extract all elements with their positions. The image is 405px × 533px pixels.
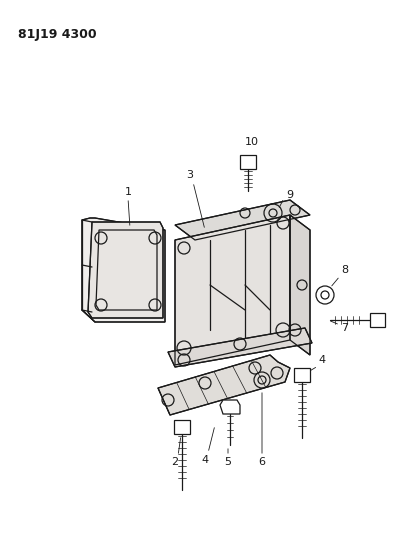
Polygon shape [175, 215, 289, 365]
Polygon shape [239, 155, 256, 169]
Text: 9: 9 [286, 190, 293, 200]
Text: 5: 5 [224, 457, 231, 467]
Text: 2: 2 [171, 457, 178, 467]
Text: 7: 7 [341, 323, 348, 333]
Polygon shape [168, 328, 311, 367]
Text: 6: 6 [258, 457, 265, 467]
Polygon shape [293, 368, 309, 382]
Polygon shape [82, 218, 164, 322]
Text: 81J19 4300: 81J19 4300 [18, 28, 96, 41]
Polygon shape [289, 215, 309, 355]
Text: 4: 4 [201, 455, 208, 465]
Polygon shape [88, 222, 162, 318]
Text: 4: 4 [318, 355, 325, 365]
Text: 10: 10 [244, 137, 258, 147]
Polygon shape [369, 313, 384, 327]
Polygon shape [158, 355, 289, 415]
Text: 3: 3 [186, 170, 193, 180]
Polygon shape [175, 200, 309, 240]
Text: 1: 1 [124, 187, 131, 197]
Polygon shape [220, 400, 239, 414]
Polygon shape [174, 420, 190, 434]
Text: 8: 8 [341, 265, 348, 275]
